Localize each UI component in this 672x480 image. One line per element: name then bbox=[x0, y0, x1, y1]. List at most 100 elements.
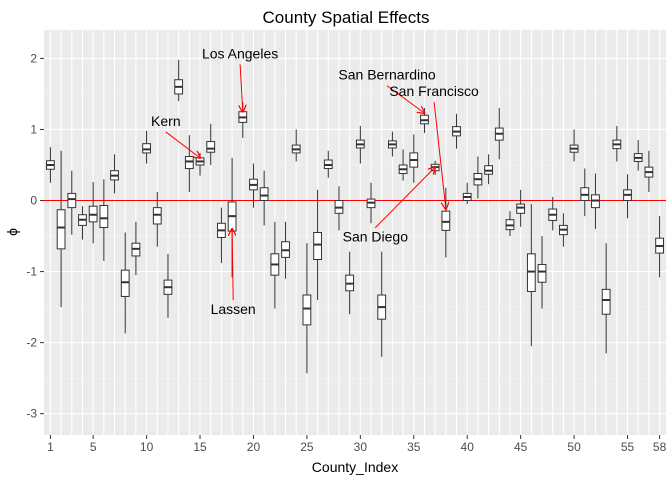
box-iqr bbox=[302, 294, 312, 326]
box-county-9 bbox=[131, 221, 141, 276]
annotation-arrow bbox=[374, 167, 435, 229]
box-county-10 bbox=[142, 130, 151, 164]
annotation-arrow bbox=[232, 229, 233, 301]
box-county-29 bbox=[345, 251, 355, 315]
box-iqr bbox=[67, 192, 77, 209]
x-tick-label: 30 bbox=[354, 440, 368, 454]
annotation-arrow bbox=[165, 131, 200, 158]
box-county-48 bbox=[548, 196, 558, 231]
box-iqr bbox=[537, 263, 547, 283]
box-iqr bbox=[56, 209, 66, 250]
box-county-17 bbox=[217, 207, 226, 264]
box-county-20 bbox=[249, 163, 258, 208]
y-tick-label: 0 bbox=[30, 194, 37, 208]
chart-title: County Spatial Effects bbox=[263, 8, 430, 27]
box-county-41 bbox=[473, 156, 483, 199]
box-county-11 bbox=[152, 192, 162, 247]
box-iqr bbox=[441, 210, 451, 231]
box-county-16 bbox=[206, 123, 216, 165]
annotation-label: Lassen bbox=[211, 301, 256, 317]
box-county-55 bbox=[623, 174, 632, 219]
annotation-label: Kern bbox=[151, 113, 181, 129]
box-county-3 bbox=[67, 170, 77, 235]
box-county-21 bbox=[259, 170, 269, 226]
box-iqr bbox=[313, 232, 322, 260]
box-county-57 bbox=[644, 150, 654, 192]
annotation-arrow bbox=[433, 102, 446, 209]
y-axis-title: ϕ bbox=[4, 228, 20, 236]
box-county-53 bbox=[601, 243, 611, 354]
box-county-44 bbox=[505, 211, 515, 237]
annotation: Los Angeles bbox=[202, 45, 278, 111]
box-county-42 bbox=[484, 154, 493, 185]
annotation-label: Los Angeles bbox=[202, 45, 278, 61]
box-county-28 bbox=[334, 186, 344, 231]
annotation: Lassen bbox=[211, 229, 256, 317]
x-tick-label: 5 bbox=[90, 440, 97, 454]
box-county-22 bbox=[270, 221, 280, 309]
box-county-47 bbox=[537, 236, 547, 309]
box-county-13 bbox=[174, 59, 184, 102]
annotation: San Bernardino bbox=[338, 67, 436, 113]
box-iqr bbox=[142, 143, 151, 154]
x-tick-label: 35 bbox=[407, 440, 421, 454]
box-county-5 bbox=[88, 182, 98, 244]
box-county-35 bbox=[409, 134, 419, 183]
y-tick-label: -2 bbox=[26, 336, 37, 350]
box-county-25 bbox=[302, 243, 312, 374]
box-county-6 bbox=[99, 179, 109, 261]
box-county-4 bbox=[78, 206, 87, 240]
box-county-23 bbox=[281, 221, 290, 279]
box-county-45 bbox=[516, 189, 526, 227]
box-iqr bbox=[259, 187, 269, 202]
annotation-label: San Bernardino bbox=[338, 67, 436, 83]
box-county-40 bbox=[462, 182, 472, 205]
x-tick-label: 40 bbox=[461, 440, 475, 454]
box-county-43 bbox=[494, 108, 504, 160]
annotation: San Francisco bbox=[389, 83, 479, 209]
x-tick-label: 45 bbox=[514, 440, 528, 454]
box-county-24 bbox=[291, 129, 301, 162]
box-county-33 bbox=[388, 131, 397, 157]
y-tick-label: 2 bbox=[30, 51, 37, 65]
box-county-46 bbox=[526, 204, 536, 347]
box-county-52 bbox=[591, 173, 600, 229]
annotation-arrow bbox=[386, 85, 424, 113]
x-axis-title: County_Index bbox=[312, 459, 398, 475]
box-county-32 bbox=[377, 251, 387, 357]
x-tick-label: 10 bbox=[140, 440, 154, 454]
annotation-arrow bbox=[240, 64, 243, 111]
box-county-51 bbox=[580, 168, 590, 217]
x-axis-ticks: 1 5 10 15 20 25 30 35 40 45 50 55 58 bbox=[47, 435, 667, 454]
box-county-30 bbox=[355, 125, 365, 164]
box-county-8 bbox=[120, 232, 130, 334]
box-county-49 bbox=[559, 213, 568, 247]
box-iqr bbox=[516, 203, 526, 214]
box-county-31 bbox=[366, 182, 376, 224]
x-tick-label: 15 bbox=[193, 440, 207, 454]
box-county-14 bbox=[184, 135, 194, 192]
y-axis-ticks: -3 -2 -1 0 1 2 bbox=[26, 51, 44, 421]
x-tick-label: 55 bbox=[621, 440, 635, 454]
box-county-58 bbox=[655, 216, 664, 278]
box-county-39 bbox=[452, 113, 461, 149]
annotation: San Diego bbox=[343, 167, 436, 245]
annotation-label: San Diego bbox=[343, 229, 409, 245]
annotation-label: San Francisco bbox=[389, 83, 479, 99]
x-tick-label: 20 bbox=[247, 440, 261, 454]
x-tick-label: 50 bbox=[567, 440, 581, 454]
box-iqr bbox=[120, 269, 130, 297]
box-county-27 bbox=[323, 150, 333, 178]
box-iqr bbox=[152, 207, 162, 225]
box-county-2 bbox=[56, 150, 66, 308]
box-county-26 bbox=[313, 189, 322, 300]
box-county-7 bbox=[110, 154, 119, 194]
box-iqr bbox=[184, 155, 194, 170]
box-county-1 bbox=[46, 147, 55, 183]
x-tick-label: 25 bbox=[300, 440, 314, 454]
x-tick-label: 58 bbox=[653, 440, 667, 454]
box-iqr bbox=[99, 205, 109, 229]
y-tick-label: -3 bbox=[26, 407, 37, 421]
